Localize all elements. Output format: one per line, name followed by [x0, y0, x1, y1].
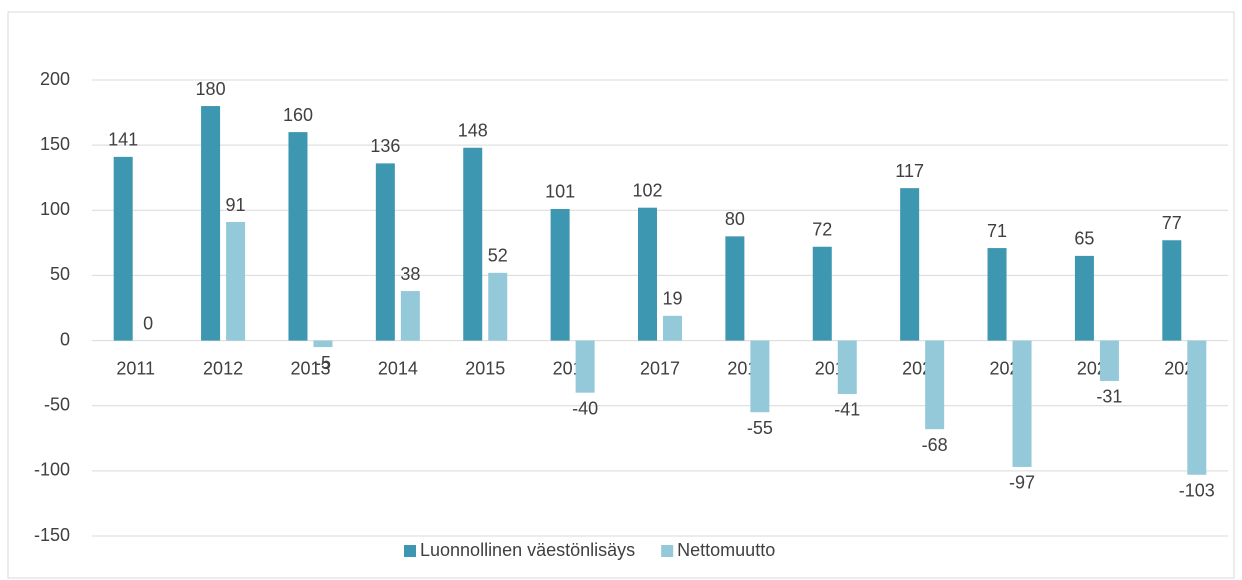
data-label: 180: [196, 79, 226, 99]
data-label: 117: [895, 161, 924, 181]
bar: [812, 246, 832, 341]
legend-label: Nettomuutto: [677, 540, 775, 560]
y-tick-label: -100: [34, 460, 70, 480]
data-label: 136: [370, 136, 400, 156]
bar: [375, 163, 395, 341]
bar: [1162, 240, 1182, 341]
data-label: 52: [488, 246, 508, 266]
bar: [725, 236, 745, 341]
bar: [837, 340, 857, 394]
bar: [1187, 340, 1207, 475]
y-tick-label: 200: [40, 69, 70, 89]
y-tick-label: 150: [40, 134, 70, 154]
bar: [750, 340, 770, 413]
bar: [488, 272, 508, 341]
data-label: 102: [632, 180, 662, 200]
data-label: -55: [747, 418, 773, 438]
y-tick-label: -150: [34, 525, 70, 545]
data-label: -5: [315, 353, 331, 373]
bar: [900, 188, 920, 341]
bar: [400, 291, 420, 341]
bar: [1012, 340, 1032, 467]
x-tick-label: 2017: [640, 358, 680, 378]
data-label: -97: [1009, 473, 1035, 493]
legend-label: Luonnollinen väestönlisäys: [420, 540, 635, 560]
x-tick-label: 2014: [378, 358, 418, 378]
bar: [663, 315, 682, 341]
data-label: -103: [1179, 481, 1215, 501]
x-tick-label: 2013: [290, 358, 330, 378]
legend-swatch: [661, 545, 674, 557]
data-label: 72: [812, 220, 832, 240]
bar: [1099, 340, 1119, 381]
y-tick-label: -50: [44, 394, 70, 414]
bar: [226, 222, 246, 341]
bar: [987, 248, 1007, 341]
data-label: -68: [922, 435, 948, 455]
y-tick-label: 100: [40, 199, 70, 219]
legend-swatch: [404, 545, 416, 557]
x-tick-label: 2015: [465, 358, 505, 378]
data-label: 160: [283, 105, 313, 125]
bar: [113, 156, 133, 341]
bar: [201, 106, 221, 341]
data-label: 71: [987, 221, 1007, 241]
bar: [463, 147, 483, 341]
data-label: 38: [400, 264, 420, 284]
data-label: -40: [572, 398, 598, 418]
data-label: 19: [662, 289, 682, 309]
data-label: 148: [458, 120, 488, 140]
y-tick-label: 50: [50, 264, 70, 284]
data-label: 77: [1162, 213, 1182, 233]
x-tick-label: 2011: [116, 358, 155, 378]
bar: [550, 208, 570, 341]
data-label: 0: [143, 313, 153, 333]
data-label: 91: [226, 195, 246, 215]
y-tick-label: 0: [60, 329, 70, 349]
data-label: 101: [545, 182, 575, 202]
bar: [575, 340, 595, 393]
x-tick-label: 2012: [203, 358, 243, 378]
bar: [313, 340, 333, 348]
data-label: 80: [725, 209, 745, 229]
bar: [638, 207, 657, 341]
chart-border: [7, 11, 1235, 579]
bar: [1074, 255, 1094, 341]
bar: [925, 340, 945, 430]
data-label: 65: [1074, 229, 1094, 249]
bar: [288, 132, 308, 341]
data-label: -31: [1096, 387, 1122, 407]
data-label: -41: [834, 400, 860, 420]
data-label: 141: [108, 130, 138, 150]
